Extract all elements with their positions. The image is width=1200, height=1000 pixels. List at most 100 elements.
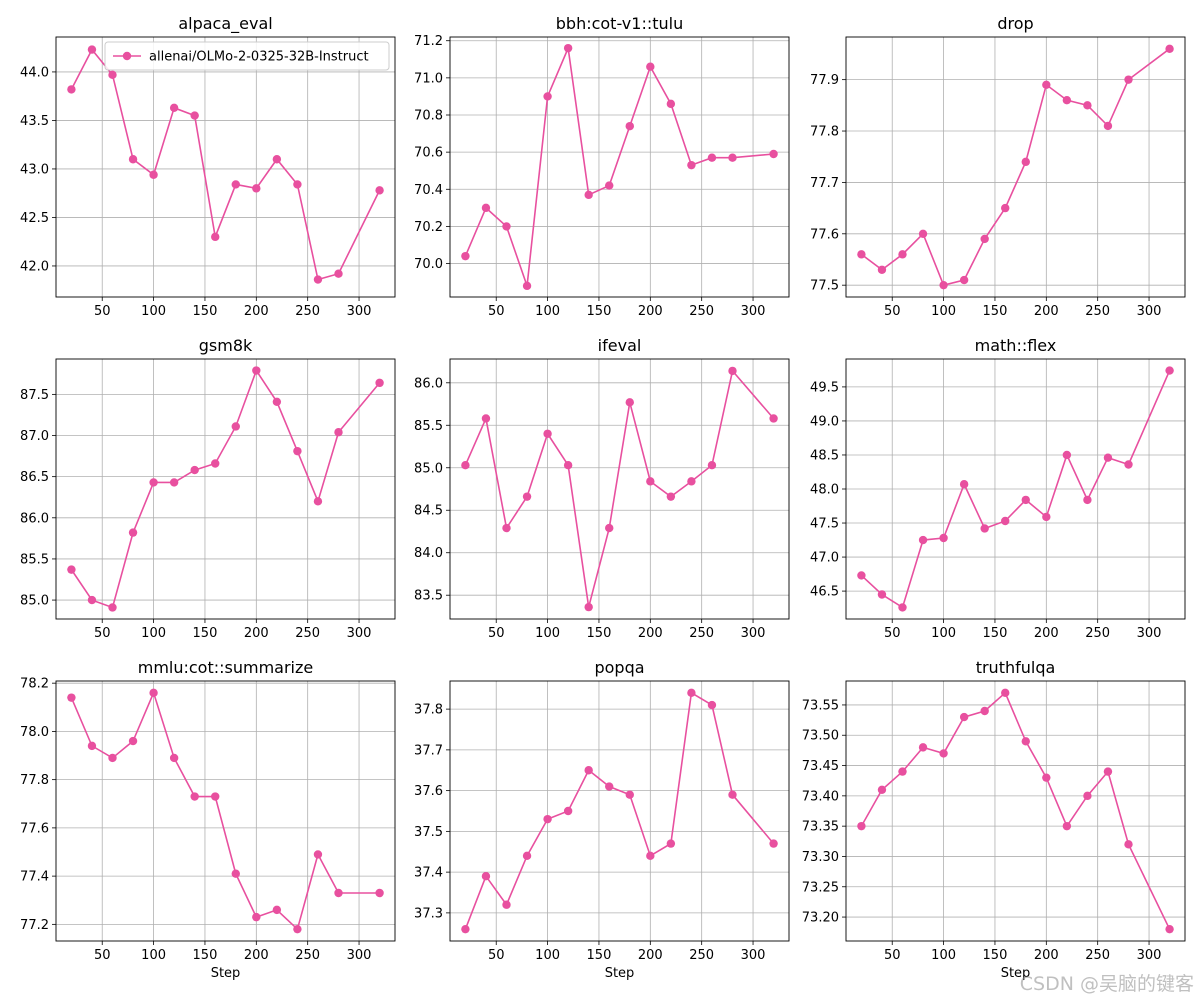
y-tick-label: 86.5 [20,470,49,485]
data-point [334,428,343,437]
y-tick-label: 48.5 [810,448,839,463]
data-point [769,149,778,159]
data-point [918,229,928,238]
data-point [728,790,737,799]
data-point [522,281,532,291]
y-tick-label: 77.6 [20,821,49,836]
y-tick-label: 73.35 [802,820,839,835]
data-point [461,251,470,261]
data-point [252,366,261,375]
series-line [464,45,774,287]
series-line [860,48,1171,287]
y-tick-label: 37.6 [414,784,443,799]
data-point [646,851,655,861]
x-axis-label: Step [1001,966,1031,981]
data-point [1103,453,1113,462]
data-point [461,924,470,934]
data-point [252,184,261,193]
data-point [959,712,969,722]
y-tick-label: 84.5 [414,504,443,519]
y-tick-label: 87.5 [20,388,49,403]
data-point [481,203,491,213]
chart-title: bbh:cot-v1::tulu [556,14,683,33]
data-point [898,603,907,612]
data-point [1001,516,1010,526]
subplot-7: 50 100 150 200 250 300 77.2 77.4 77.6 77.8 78.0 78.… [20,658,396,981]
series-line [70,368,381,609]
y-tick-label: 43.0 [20,162,49,177]
data-point [1124,840,1133,849]
data-point [522,851,532,861]
data-point [563,43,573,53]
y-tick-label: 42.5 [20,211,49,226]
data-point [1062,450,1072,460]
y-tick-label: 86.0 [20,511,49,526]
y-tick-label: 77.2 [20,918,49,933]
data-point [87,741,97,751]
data-point [898,767,907,776]
data-point [707,700,717,710]
data-point [1021,737,1030,746]
y-tick-label: 77.8 [20,773,49,788]
subplot-9: 50 100 150 200 250 300 73.20 73.25 73.30 73.35 73.… [802,658,1186,981]
data-point [980,706,989,716]
data-point [1083,101,1092,110]
legend-box [104,41,390,71]
subplot-4: 50 100 150 200 250 300 85.0 85.5 86.0 86.5 87.0 87.… [20,336,396,641]
x-tick-label: 50 [94,304,111,319]
data-point [293,924,302,934]
x-axis-label: Step [211,966,241,981]
x-tick-label: 150 [193,304,218,319]
data-point [313,850,323,859]
y-tick-label: 43.5 [20,114,49,129]
y-tick-label: 70.0 [414,257,443,272]
data-point [1124,75,1133,84]
x-tick-label: 200 [638,948,663,963]
y-tick-label: 87.0 [20,429,49,444]
data-point [190,465,199,475]
data-point [1062,821,1072,831]
x-tick-label: 50 [884,948,901,963]
axes-frame [449,680,790,942]
data-point [605,181,614,190]
y-tick-label: 83.5 [414,589,443,604]
data-point [1021,495,1030,505]
x-tick-label: 300 [1137,626,1162,641]
data-point [149,688,158,698]
y-tick-label: 47.5 [810,517,839,532]
y-tick-label: 77.8 [810,125,839,140]
y-tick-label: 48.0 [810,483,839,498]
x-tick-label: 100 [535,304,560,319]
data-point [959,480,969,489]
data-point [877,590,887,599]
chart-title: mmlu:cot::summarize [138,658,314,677]
x-tick-label: 150 [193,948,218,963]
data-point [334,269,343,278]
x-tick-label: 250 [295,626,320,641]
y-tick-label: 85.0 [20,594,49,609]
data-point [67,693,76,702]
data-point [918,743,928,752]
data-point [877,265,887,274]
axes-frame [55,358,396,620]
x-tick-label: 200 [638,304,663,319]
data-point [584,602,593,612]
x-tick-label: 300 [1137,304,1162,319]
data-point [563,806,573,816]
y-tick-label: 85.0 [414,461,443,476]
y-tick-label: 73.20 [802,911,839,926]
data-point [211,459,220,468]
data-point [980,234,989,244]
y-tick-label: 73.55 [802,698,839,713]
data-point [877,785,887,794]
data-point [375,888,384,898]
data-point [959,275,969,285]
watermark: CSDN @吴脑的键客 [1019,973,1194,995]
x-tick-label: 250 [295,948,320,963]
x-tick-label: 250 [295,304,320,319]
x-tick-label: 100 [931,304,956,319]
data-point [293,180,302,189]
chart-title: ifeval [598,336,642,355]
data-point [646,477,655,486]
y-tick-label: 37.3 [414,906,443,921]
